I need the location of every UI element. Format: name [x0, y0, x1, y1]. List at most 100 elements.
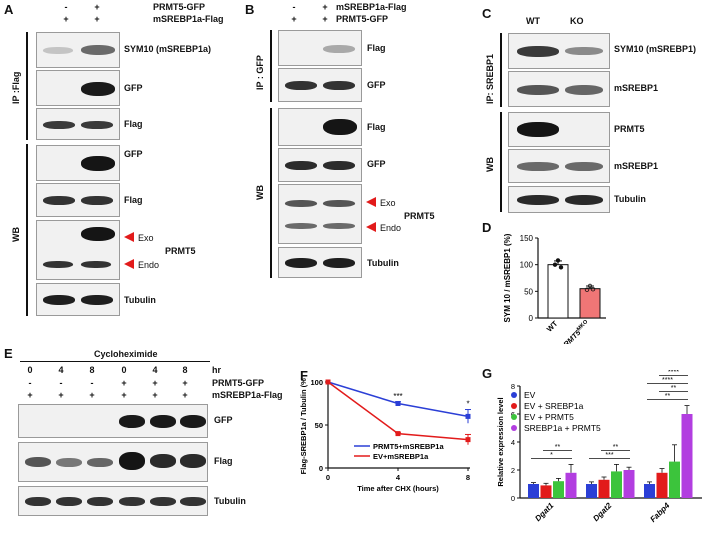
panel-e-blot-label: Flag [214, 456, 233, 466]
panel-a-header-row2-label: mSREBP1a-Flag [153, 14, 224, 24]
y-tick-label: 100 [520, 261, 534, 270]
panel-a-sign: + [63, 14, 69, 24]
chart-g: 02468Relative expression levelDgat1Dgat2… [496, 370, 702, 524]
data-point [395, 401, 401, 406]
significance-label: *** [393, 392, 402, 401]
panel-e-blot-gfp [18, 404, 208, 438]
x-tick-label: Dgat2 [591, 501, 613, 523]
bar [540, 485, 552, 498]
exo-arrow-icon [124, 232, 134, 242]
panel-c-blot-msrebp1-wb [508, 149, 610, 183]
x-tick-label: 4 [396, 473, 401, 482]
panel-e-sign: - [28, 378, 32, 388]
panel-b-sign: - [292, 2, 296, 12]
panel-b-letter: B [245, 2, 255, 17]
panel-b-blot-label: GFP [367, 80, 386, 90]
legend-label: SREBP1a + PRMT5 [524, 423, 601, 433]
panel-e-blot-tubulin [18, 486, 208, 516]
significance-label: ** [665, 393, 671, 400]
panel-e-hr-value: 4 [58, 365, 64, 375]
panel-e-row1-label: PRMT5-GFP [212, 378, 265, 388]
panel-a-letter: A [4, 2, 14, 17]
panel-e-sign: - [90, 378, 94, 388]
panel-e-hr-value: 4 [152, 365, 158, 375]
legend-label: EV [524, 390, 536, 400]
y-tick-label: 50 [524, 287, 533, 296]
panel-b-blot-label: Tubulin [367, 258, 399, 268]
panel-a-endo-label: Endo [138, 260, 160, 270]
panel-a-ip-label: IP :Flag [11, 71, 21, 104]
legend-label: PRMT5+mSREBP1a [373, 442, 444, 451]
y-axis-label: SYM 10 / mSREBP1 (%) [503, 233, 512, 322]
panel-e-blot-flag [18, 442, 208, 482]
exo-arrow-icon [366, 197, 376, 207]
panel-a-wb-label: WB [11, 227, 21, 242]
legend-label: EV+mSREBP1a [373, 452, 429, 461]
panel-e-sign: + [121, 390, 127, 400]
data-point [590, 287, 596, 292]
y-tick-label: 4 [511, 438, 515, 447]
y-axis-label: Relative expression level [496, 397, 505, 486]
panel-e-blot-label: GFP [214, 415, 233, 425]
y-tick-label: 150 [520, 234, 534, 243]
panel-b-ip-label: IP : GFP [255, 55, 265, 90]
panel-a-blot-gfp-ip [36, 70, 120, 106]
legend-label: EV + PRMT5 [524, 412, 574, 422]
bar [565, 472, 577, 498]
significance-label: ** [671, 385, 677, 392]
panel-a-blot-label: Tubulin [124, 295, 156, 305]
panel-e-sign: + [89, 390, 95, 400]
panel-c-blot-tubulin [508, 186, 610, 213]
panel-a-blot-label: PRMT5 [165, 246, 196, 256]
panel-b-blot-gfp-ip [278, 68, 362, 102]
bar [611, 471, 622, 498]
panel-b-wb-bracket [270, 108, 272, 278]
significance-label: * [550, 452, 553, 459]
panel-e-sign: + [182, 378, 188, 388]
panel-c-ip-bracket [500, 33, 502, 107]
panel-a-ip-bracket [26, 32, 28, 140]
panel-e-hr-value: 8 [182, 365, 188, 375]
bar [656, 472, 668, 498]
x-tick-label: Fabp4 [648, 501, 671, 524]
panel-b-sign: + [322, 2, 328, 12]
x-tick-label: PRMT5MKO [558, 319, 592, 344]
x-tick-label: 8 [466, 473, 470, 482]
panel-a-blot-label: GFP [124, 149, 143, 159]
panel-e-row2-label: mSREBP1a-Flag [212, 390, 283, 400]
panel-c-blot-label: mSREBP1 [614, 83, 659, 93]
panel-c-letter: C [482, 6, 492, 21]
panel-b-header-row2-label: PRMT5-GFP [336, 14, 389, 24]
panel-e-sign: + [182, 390, 188, 400]
panel-b-blot-label: Flag [367, 122, 386, 132]
bar [644, 484, 655, 498]
panel-e-title: Cycloheximide [94, 349, 158, 359]
panel-a-blot-sym10 [36, 32, 120, 68]
bar [681, 414, 693, 498]
panel-a-blot-label: SYM10 (mSREBP1a) [124, 44, 212, 54]
panel-c-blot-label: Tubulin [614, 194, 646, 204]
panel-e-letter: E [4, 346, 13, 361]
panel-c-wb-label: WB [485, 157, 495, 172]
panel-b-blot-flag-ip [278, 30, 362, 66]
panel-a-sign: + [94, 2, 100, 12]
panel-d-letter: D [482, 220, 492, 235]
panel-c-blot-label: PRMT5 [614, 124, 645, 134]
data-point [552, 262, 558, 267]
panel-c-col-ko: KO [570, 16, 584, 26]
significance-label: * [466, 400, 469, 409]
panel-e-blot-label: Tubulin [214, 496, 246, 506]
panel-c-blot-msrebp1-ip [508, 71, 610, 107]
x-axis-label: Time after CHX (hours) [357, 484, 439, 493]
y-tick-label: 0 [529, 314, 534, 323]
panel-e-sign: - [59, 378, 63, 388]
y-tick-label: 8 [511, 382, 515, 391]
bar [579, 288, 601, 319]
panel-b-sign: + [322, 14, 328, 24]
panel-e-title-underline [20, 361, 210, 362]
data-point [395, 431, 401, 437]
panel-b-endo-label: Endo [380, 223, 402, 233]
panel-b-blot-gfp-wb [278, 148, 362, 182]
data-point [465, 437, 471, 443]
